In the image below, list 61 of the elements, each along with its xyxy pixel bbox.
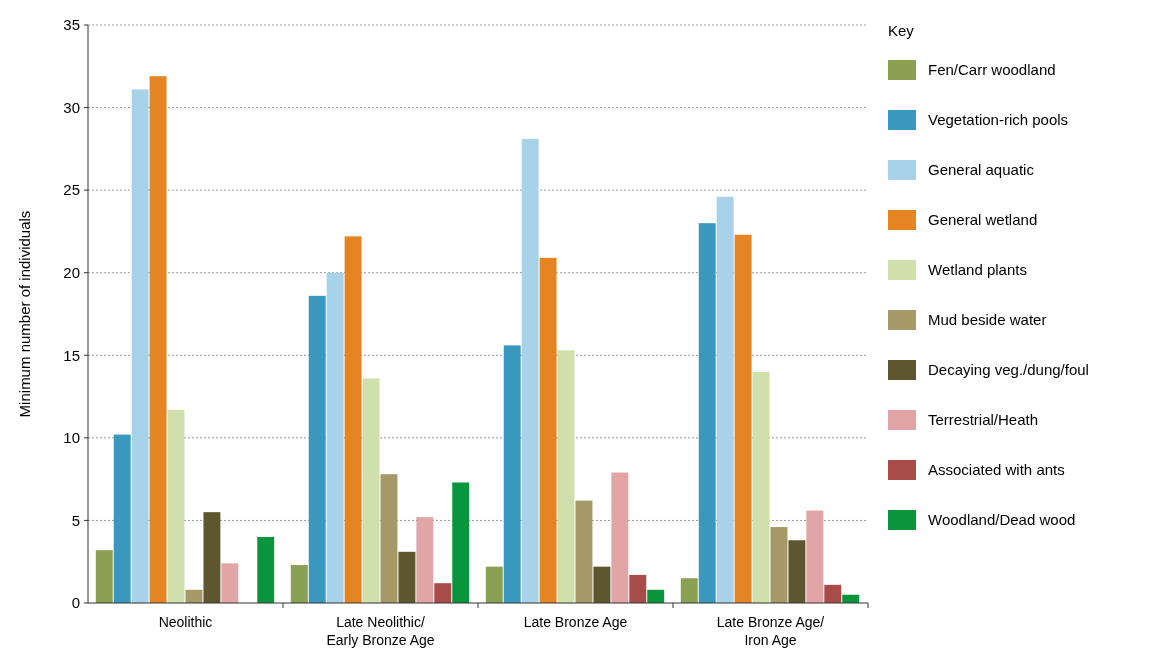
y-tick-label: 5 bbox=[71, 511, 80, 529]
legend-label: Mud beside water bbox=[928, 311, 1047, 329]
bar bbox=[770, 527, 788, 603]
legend-title: Key bbox=[888, 22, 915, 39]
bar bbox=[344, 236, 362, 603]
bar bbox=[503, 345, 521, 603]
bar bbox=[95, 550, 113, 603]
bar bbox=[398, 551, 416, 603]
bar bbox=[380, 474, 398, 603]
y-tick-label: 30 bbox=[63, 98, 80, 116]
x-tick-label: Neolithic bbox=[158, 614, 213, 630]
bar bbox=[113, 434, 131, 603]
bar bbox=[752, 371, 770, 603]
y-tick-label: 35 bbox=[63, 16, 80, 34]
y-axis-title: Minimum number of individuals bbox=[16, 210, 33, 418]
y-tick-label: 0 bbox=[71, 594, 80, 612]
bar bbox=[680, 578, 698, 603]
bar bbox=[167, 409, 185, 603]
bar bbox=[308, 295, 326, 603]
bar bbox=[521, 138, 539, 603]
bar bbox=[557, 350, 575, 603]
bar bbox=[434, 583, 452, 603]
legend-label: General aquatic bbox=[928, 161, 1035, 179]
bar bbox=[824, 584, 842, 603]
bar bbox=[806, 510, 824, 603]
legend-label: Terrestrial/Heath bbox=[928, 411, 1039, 429]
bar bbox=[221, 563, 239, 603]
bar bbox=[611, 472, 629, 603]
x-tick-label: Late Bronze Age bbox=[523, 614, 628, 630]
legend-label: General wetland bbox=[928, 211, 1038, 229]
bar bbox=[593, 566, 611, 603]
bar bbox=[629, 574, 647, 603]
bar bbox=[416, 517, 434, 603]
legend-label: Associated with ants bbox=[928, 461, 1065, 479]
x-tick-label: Late Neolithic/ Early Bronze Age bbox=[326, 614, 435, 648]
y-tick-label: 20 bbox=[63, 263, 80, 281]
bar bbox=[149, 76, 167, 603]
y-tick-label: 10 bbox=[63, 429, 80, 447]
legend-label: Fen/Carr woodland bbox=[928, 61, 1056, 79]
bar bbox=[788, 540, 806, 603]
x-tick-label: Late Bronze Age/ Iron Age bbox=[716, 614, 825, 648]
bar bbox=[575, 500, 593, 603]
legend-label: Wetland plants bbox=[928, 261, 1027, 279]
bar bbox=[539, 257, 557, 603]
bar bbox=[485, 566, 503, 603]
y-tick-label: 25 bbox=[63, 181, 80, 199]
bar bbox=[290, 565, 308, 603]
bar bbox=[647, 589, 665, 603]
bar bbox=[698, 223, 716, 603]
legend-label: Decaying veg./dung/foul bbox=[928, 361, 1089, 379]
bar bbox=[257, 536, 275, 603]
bar bbox=[131, 89, 149, 603]
y-tick-label: 15 bbox=[63, 346, 80, 364]
legend-label: Vegetation-rich pools bbox=[928, 111, 1069, 129]
legend-label: Woodland/Dead wood bbox=[928, 511, 1076, 529]
bar bbox=[716, 196, 734, 603]
bar bbox=[452, 482, 470, 603]
bar bbox=[326, 272, 344, 603]
bar bbox=[734, 234, 752, 603]
bar bbox=[203, 512, 221, 603]
bar bbox=[362, 378, 380, 603]
